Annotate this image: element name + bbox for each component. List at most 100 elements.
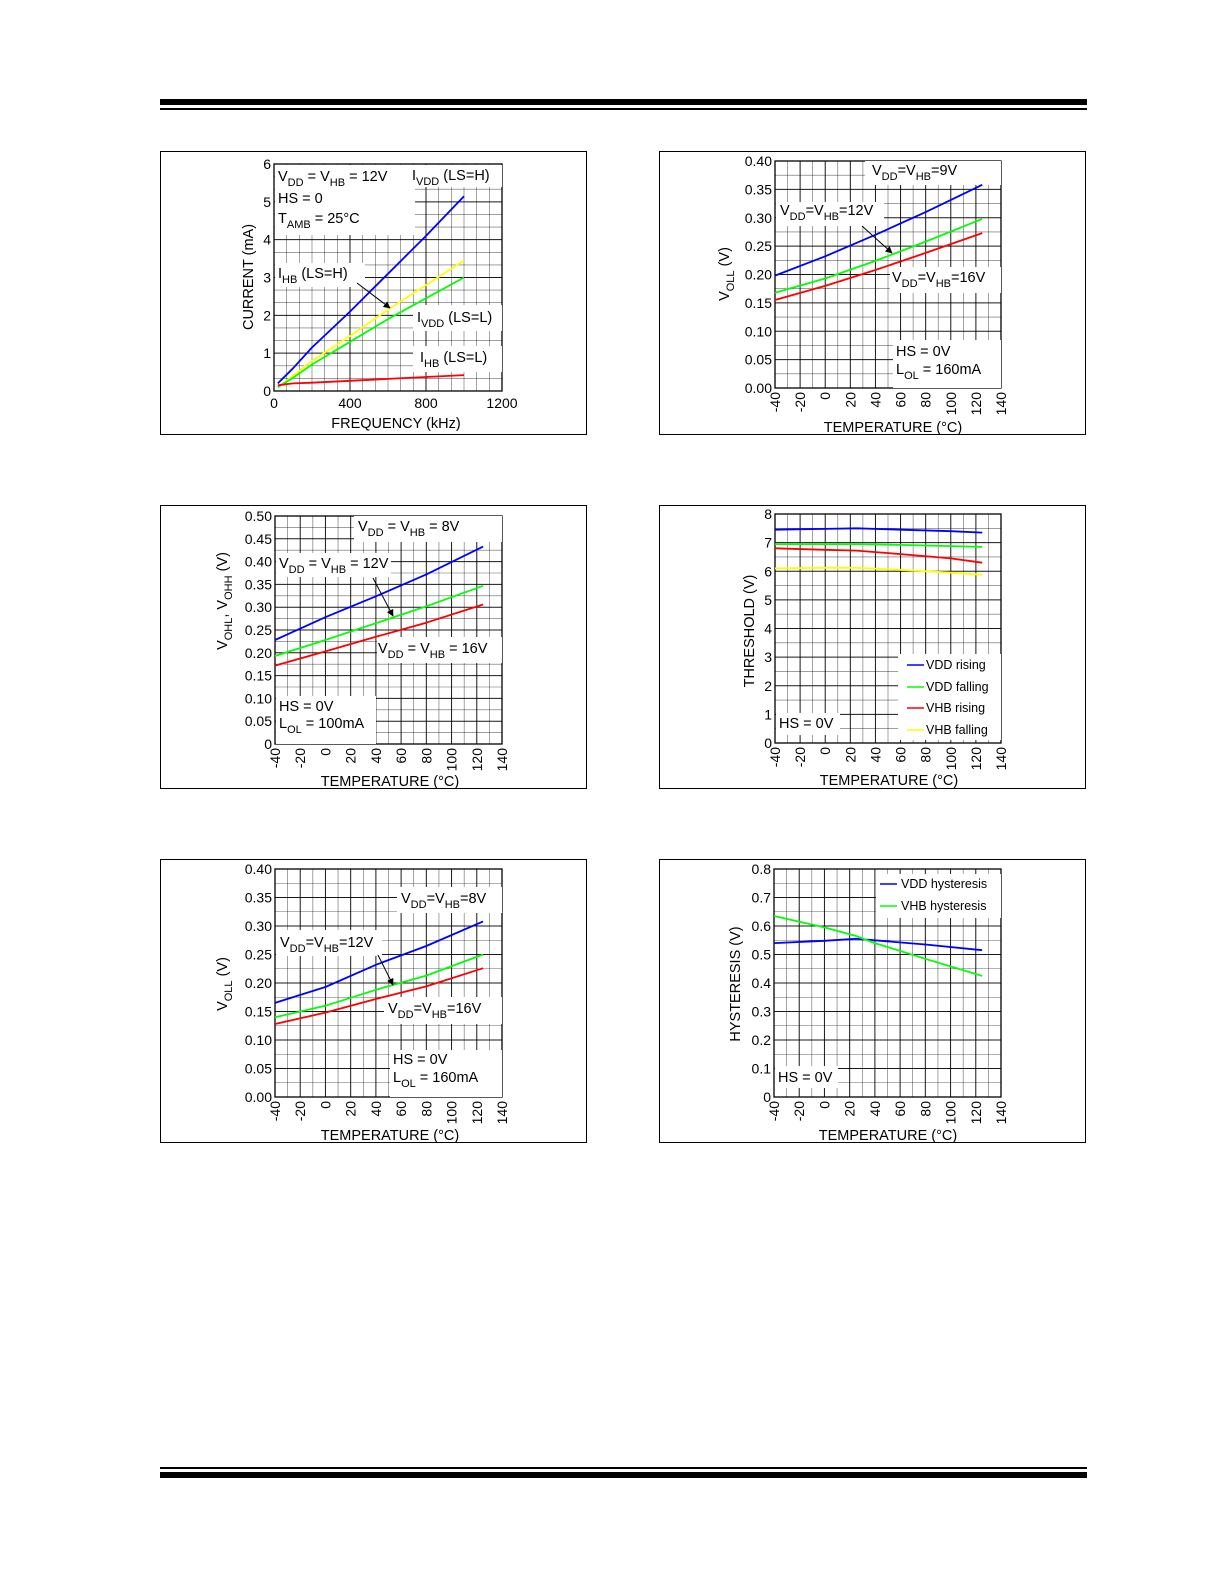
y-tick-label: 0.4 — [752, 975, 772, 991]
chart-svg: 0.00 0.05 0.10 0.15 0.20 0.25 0.30 0.35 0.40 -40-… — [717, 153, 1009, 436]
text-run: V — [215, 640, 231, 650]
text-run: =V — [414, 1001, 432, 1017]
subscript-text: HB — [330, 177, 345, 189]
y-tick-label: 0.35 — [245, 576, 272, 592]
text-run: =16V — [447, 1001, 482, 1017]
y-tick-label: 0 — [263, 383, 271, 399]
y-axis-label: VOHL, VOHH (V) — [215, 552, 235, 650]
legend-label: VDD falling — [926, 680, 989, 694]
y-tick-label: 0.05 — [745, 352, 772, 368]
text-run: I — [417, 310, 421, 326]
x-tick-label: 60 — [393, 748, 409, 764]
y-tick-label: 0.10 — [245, 690, 272, 706]
text-run: (V) — [717, 247, 733, 270]
annotation-box — [276, 553, 391, 577]
y-tick-label: 0.8 — [752, 861, 772, 877]
x-axis-label: TEMPERATURE (°C) — [819, 1128, 957, 1144]
annotation-box — [776, 713, 840, 735]
text-run: HS = 0V — [779, 716, 834, 732]
series-line — [774, 527, 983, 534]
y-tick-label: 0.45 — [245, 531, 272, 547]
chart-panel-hysteresis-vs-temperature: 0 0.1 0.2 0.3 0.4 0.5 0.6 0.7 0.8 -40 -20 0 20 40 60 80… — [659, 859, 1086, 1144]
annotation-box — [397, 887, 502, 913]
text-run: I — [278, 266, 282, 282]
y-tick-label: 3 — [764, 649, 772, 665]
annotation-text: VDD = VHB = 12V — [278, 169, 388, 189]
subscript-text: OLL — [725, 270, 737, 291]
series-line — [774, 566, 983, 576]
y-tick-label: 0.3 — [752, 1004, 772, 1020]
plot-frame — [274, 868, 503, 1098]
y-tick-label: 0.00 — [745, 380, 772, 396]
subscript-text: OHL — [223, 618, 235, 641]
y-tick-label: 5 — [764, 592, 772, 608]
text-run: = V — [305, 556, 332, 572]
y-axis-label: THRESHOLD (V) — [742, 575, 758, 688]
chart-svg: 0 0.1 0.2 0.3 0.4 0.5 0.6 0.7 0.8 -40 -20 0 20 40 60 80… — [728, 861, 1009, 1144]
text-run: = 100mA — [302, 716, 365, 732]
y-tick-label: 0.1 — [752, 1061, 772, 1077]
annotation-arrow — [356, 282, 391, 309]
chart-svg: 0 1 2 3 4 5 6 0 400 800 1200 FREQUENCY (kHz) CURRENT… — [241, 156, 518, 432]
annotation-text: VDD=VHB=12V — [780, 203, 874, 223]
text-run: V — [215, 1001, 231, 1011]
y-tick-label: 0.20 — [245, 975, 272, 991]
text-run: =V — [306, 935, 324, 951]
annotation-box — [776, 202, 884, 226]
x-tick-label: 40 — [867, 747, 883, 763]
x-tick-label: 80 — [918, 392, 934, 408]
text-run: I — [420, 350, 424, 366]
subscript-text: HB — [324, 943, 339, 955]
y-tick-label: 0 — [764, 735, 772, 751]
x-tick-label: 120 — [968, 747, 984, 771]
series-line — [274, 967, 484, 1025]
subscript-text: DD — [288, 177, 304, 189]
text-run: (LS=H) — [439, 168, 489, 184]
x-tick-label: -20 — [792, 392, 808, 412]
text-run: = V — [404, 641, 431, 657]
x-tick-label: 20 — [842, 1101, 858, 1117]
chart-panel-voh-vs-temperature: 0 0.05 0.10 0.15 0.20 0.25 0.30 0.35 0.40 0.45 0.5… — [160, 505, 587, 790]
text-run: = 16V — [445, 641, 488, 657]
subscript-text: HB — [936, 278, 951, 290]
subscript-text: DD — [398, 1009, 414, 1021]
grid — [774, 513, 1002, 744]
x-tick-label: 0 — [817, 747, 833, 755]
x-tick-label: 100 — [444, 1101, 460, 1125]
annotation-box — [893, 340, 1001, 388]
text-run: = 12V — [345, 169, 388, 185]
series-line — [274, 920, 484, 1004]
series-line — [277, 276, 465, 388]
x-tick-label: 0 — [816, 1101, 832, 1109]
y-tick-label: 0.7 — [752, 890, 772, 906]
annotation-text: HS = 0 — [278, 191, 323, 207]
subscript-text: HB — [824, 211, 839, 223]
series-line — [277, 259, 465, 388]
annotation-box — [865, 161, 1001, 185]
text-run: (V) — [215, 552, 231, 575]
x-tick-label: -20 — [792, 747, 808, 767]
text-run: = 160mA — [919, 362, 982, 378]
legend-label: VHB falling — [926, 723, 988, 737]
annotation-text: VDD=VHB=16V — [892, 270, 986, 290]
text-run: V — [378, 641, 388, 657]
subscript-text: HB — [432, 1009, 447, 1021]
y-tick-label: 8 — [764, 506, 772, 522]
bottom-rule-thick — [160, 1472, 1087, 1478]
annotation-box — [276, 930, 382, 956]
bottom-rule-thin — [160, 1467, 1087, 1469]
x-tick-label: 40 — [368, 748, 384, 764]
plot-frame — [273, 163, 503, 392]
text-run: HS = 0V — [279, 699, 334, 715]
text-run: = 8V — [425, 519, 460, 535]
y-tick-label: 4 — [764, 621, 772, 637]
y-tick-label: 0.15 — [245, 668, 272, 684]
text-run: (LS=L) — [439, 350, 487, 366]
subscript-text: OL — [401, 1078, 416, 1090]
y-tick-label: 0.15 — [745, 295, 772, 311]
text-run: (LS=L) — [444, 310, 492, 326]
annotation-arrow — [377, 954, 394, 986]
y-tick-label: 0.00 — [245, 1089, 272, 1105]
y-tick-label: 0.35 — [245, 890, 272, 906]
x-tick-label: -20 — [292, 1101, 308, 1121]
